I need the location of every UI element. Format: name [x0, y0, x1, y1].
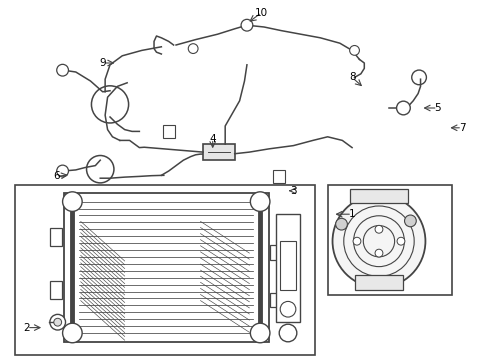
Bar	[354, 275, 403, 290]
Circle shape	[374, 249, 382, 257]
Text: 6: 6	[53, 171, 60, 181]
Circle shape	[396, 101, 409, 115]
Bar	[203, 144, 234, 160]
Circle shape	[62, 323, 82, 343]
Bar	[50, 281, 62, 299]
Circle shape	[57, 64, 68, 76]
Circle shape	[241, 19, 252, 31]
Circle shape	[332, 195, 425, 288]
Bar	[272, 170, 284, 183]
Bar	[50, 229, 62, 246]
Circle shape	[349, 45, 359, 55]
Circle shape	[280, 301, 295, 317]
Bar	[270, 293, 280, 307]
Circle shape	[404, 215, 415, 227]
Circle shape	[57, 165, 68, 177]
Text: 7: 7	[458, 123, 465, 133]
Circle shape	[352, 237, 360, 245]
Circle shape	[62, 192, 82, 211]
Circle shape	[250, 192, 269, 211]
Circle shape	[188, 44, 198, 54]
Circle shape	[50, 314, 65, 330]
Bar	[163, 125, 174, 138]
Circle shape	[335, 218, 346, 230]
Circle shape	[279, 324, 296, 342]
Circle shape	[250, 323, 269, 343]
Bar	[276, 214, 299, 322]
Text: 8: 8	[348, 72, 355, 82]
Bar	[349, 189, 407, 203]
Bar	[327, 185, 451, 295]
Circle shape	[396, 237, 404, 245]
Text: 4: 4	[209, 134, 216, 144]
Text: 9: 9	[99, 58, 106, 68]
Circle shape	[54, 318, 61, 326]
Text: 10: 10	[255, 8, 267, 18]
Text: 2: 2	[23, 323, 30, 333]
Bar	[280, 241, 295, 290]
Text: 5: 5	[433, 103, 440, 113]
Bar	[270, 245, 280, 260]
Text: 1: 1	[348, 209, 355, 219]
Circle shape	[374, 225, 382, 233]
Text: 3: 3	[289, 186, 296, 196]
Bar	[15, 185, 315, 355]
Bar	[63, 193, 268, 342]
